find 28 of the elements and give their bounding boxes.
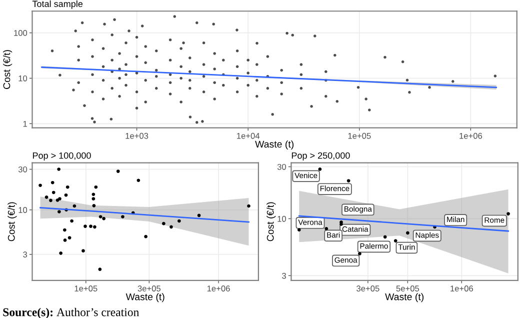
chart-title: Pop > 100,000	[32, 152, 91, 161]
x-tick-label: 1e+05	[74, 286, 98, 292]
x-tick-label: 3e+05	[138, 286, 161, 292]
x-axis-title: Waste (t)	[255, 140, 294, 150]
y-tick-label: 100	[14, 30, 28, 36]
x-tick-label: 1e+04	[237, 132, 260, 139]
x-tick-label: 1e+06	[450, 286, 473, 292]
y-tick-label: 10	[278, 216, 286, 222]
y-tick-label: 10	[18, 207, 28, 213]
x-axis-title: Waste (t)	[385, 293, 424, 302]
x-tick-label: 3e+05	[356, 286, 380, 292]
x-axis-title: Waste (t)	[126, 293, 164, 302]
y-tick-label: 1	[23, 120, 27, 127]
x-tick-label: 1e+03	[126, 132, 148, 139]
x-tick-label: 1e+06	[207, 286, 230, 292]
x-tick-label: 5e+05	[396, 286, 420, 292]
y-tick-label: 3	[282, 272, 286, 279]
y-axis-title: Cost (€/t)	[8, 202, 17, 242]
y-axis-title: Cost (€/t)	[266, 202, 276, 242]
x-tick-label: 1e+05	[348, 132, 371, 139]
chart-title: Pop > 250,000	[292, 152, 350, 161]
y-tick-label: 30	[18, 166, 28, 172]
y-axis-title: Cost (€/t)	[3, 50, 12, 89]
y-tick-label: 10	[18, 75, 28, 82]
y-tick-label: 3	[23, 252, 28, 258]
x-tick-label: 1e+06	[460, 132, 482, 139]
y-tick-label: 30	[277, 164, 286, 170]
chart-title: Total sample	[32, 0, 83, 9]
